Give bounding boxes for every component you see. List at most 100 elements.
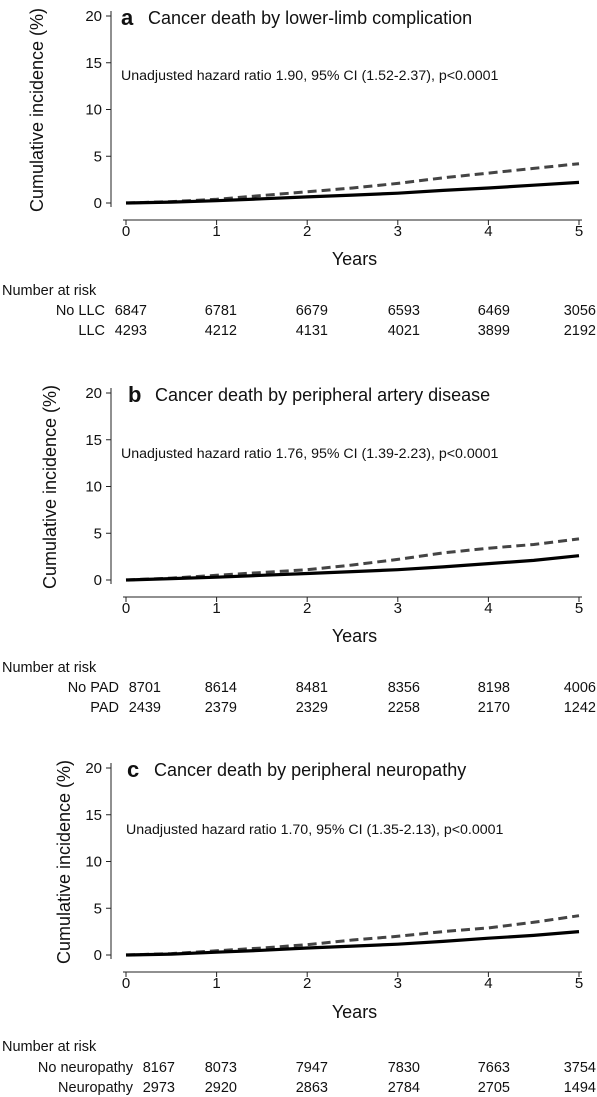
series-line-solid [125, 554, 580, 582]
x-tick-label: 1 [212, 223, 220, 240]
series-line-dashed [125, 537, 580, 582]
x-tick-label: 1 [212, 975, 220, 992]
y-tick-label: 5 [94, 148, 102, 165]
chart-title: Cancer death by peripheral artery diseas… [155, 385, 490, 405]
risk-row-label: Neuropathy [58, 1080, 134, 1096]
risk-row-label: No PAD [68, 680, 119, 696]
risk-value: 6593 [388, 303, 420, 319]
y-tick-label: 0 [94, 572, 102, 589]
x-tick-label: 0 [122, 223, 130, 240]
y-axis-label: Cumulative incidence (%) [54, 760, 74, 964]
hazard-ratio-annotation: Unadjusted hazard ratio 1.76, 95% CI (1.… [121, 446, 499, 462]
y-tick-label: 15 [85, 432, 102, 449]
risk-value: 6847 [115, 303, 147, 319]
risk-table-header: Number at risk [2, 1039, 97, 1055]
x-tick-label: 3 [394, 975, 402, 992]
x-tick-label: 3 [394, 600, 402, 617]
risk-value: 3056 [564, 303, 596, 319]
x-tick-label: 2 [303, 600, 311, 617]
y-tick-label: 10 [85, 479, 102, 496]
panel-letter: b [128, 382, 141, 407]
x-tick-label: 5 [575, 975, 583, 992]
x-tick-label: 5 [575, 600, 583, 617]
x-tick-label: 0 [122, 975, 130, 992]
x-axis-label: Years [332, 1002, 377, 1022]
risk-value: 4212 [205, 323, 237, 339]
risk-value: 4131 [296, 323, 328, 339]
risk-value: 8481 [296, 680, 328, 696]
risk-value: 2258 [388, 700, 420, 716]
x-tick-label: 4 [484, 223, 492, 240]
risk-value: 8073 [205, 1060, 237, 1076]
risk-value: 2973 [143, 1080, 175, 1096]
y-tick-label: 5 [94, 525, 102, 542]
panel-letter: c [127, 757, 139, 782]
risk-value: 6781 [205, 303, 237, 319]
x-axis-label: Years [332, 626, 377, 646]
y-tick-label: 5 [94, 900, 102, 917]
x-tick-label: 4 [484, 600, 492, 617]
risk-value: 8356 [388, 680, 420, 696]
y-tick-label: 20 [85, 385, 102, 402]
panel-b: 0 5 10 15 20 0 1 2 3 4 5 Years Cumulative incidence … [2, 382, 596, 716]
risk-value: 7663 [478, 1060, 510, 1076]
risk-row-label: LLC [78, 323, 105, 339]
risk-table-header: Number at risk [2, 283, 97, 299]
risk-value: 8198 [478, 680, 510, 696]
risk-value: 1242 [564, 700, 596, 716]
risk-value: 4021 [388, 323, 420, 339]
x-tick-label: 1 [212, 600, 220, 617]
series-line-solid [125, 930, 580, 957]
risk-value: 2192 [564, 323, 596, 339]
risk-row-label: No neuropathy [38, 1060, 134, 1076]
panel-a: 0 5 10 15 20 0 1 2 3 4 5 Years Cumulative incidence … [2, 5, 596, 339]
chart-title: Cancer death by peripheral neuropathy [154, 760, 466, 780]
x-tick-label: 5 [575, 223, 583, 240]
risk-value: 6469 [478, 303, 510, 319]
risk-value: 2705 [478, 1080, 510, 1096]
x-tick-label: 2 [303, 223, 311, 240]
x-axis-label: Years [332, 249, 377, 269]
hazard-ratio-annotation: Unadjusted hazard ratio 1.70, 95% CI (1.… [126, 822, 504, 838]
risk-value: 2170 [478, 700, 510, 716]
y-tick-label: 0 [94, 195, 102, 212]
risk-row-label: No LLC [56, 303, 105, 319]
risk-value: 8614 [205, 680, 237, 696]
y-axis-label: Cumulative incidence (%) [27, 8, 47, 212]
x-tick-label: 4 [484, 975, 492, 992]
x-tick-label: 3 [394, 223, 402, 240]
risk-value: 1494 [564, 1080, 596, 1096]
y-tick-label: 0 [94, 947, 102, 964]
risk-value: 3754 [564, 1060, 596, 1076]
y-tick-label: 10 [85, 854, 102, 871]
series-line-solid [125, 180, 580, 205]
series-line-dashed [125, 162, 580, 205]
y-tick-label: 15 [85, 55, 102, 72]
risk-value: 4293 [115, 323, 147, 339]
risk-value: 2863 [296, 1080, 328, 1096]
risk-value: 2920 [205, 1080, 237, 1096]
chart-title: Cancer death by lower-limb complication [148, 8, 472, 28]
x-tick-label: 2 [303, 975, 311, 992]
risk-value: 8701 [129, 680, 161, 696]
panel-letter: a [121, 5, 134, 30]
panel-c: 0 5 10 15 20 0 1 2 3 4 5 Years Cumulative incidence … [2, 757, 596, 1096]
y-axis-label: Cumulative incidence (%) [40, 385, 60, 589]
risk-value: 2784 [388, 1080, 420, 1096]
hazard-ratio-annotation: Unadjusted hazard ratio 1.90, 95% CI (1.… [121, 68, 499, 84]
y-tick-label: 10 [85, 102, 102, 119]
y-tick-label: 20 [85, 8, 102, 25]
risk-row-label: PAD [90, 700, 119, 716]
risk-value: 2379 [205, 700, 237, 716]
y-tick-label: 20 [85, 760, 102, 777]
risk-value: 7830 [388, 1060, 420, 1076]
risk-value: 4006 [564, 680, 596, 696]
y-tick-label: 15 [85, 807, 102, 824]
risk-value: 6679 [296, 303, 328, 319]
x-tick-label: 0 [122, 600, 130, 617]
risk-value: 8167 [143, 1060, 175, 1076]
risk-value: 7947 [296, 1060, 328, 1076]
risk-value: 2329 [296, 700, 328, 716]
risk-table-header: Number at risk [2, 660, 97, 676]
